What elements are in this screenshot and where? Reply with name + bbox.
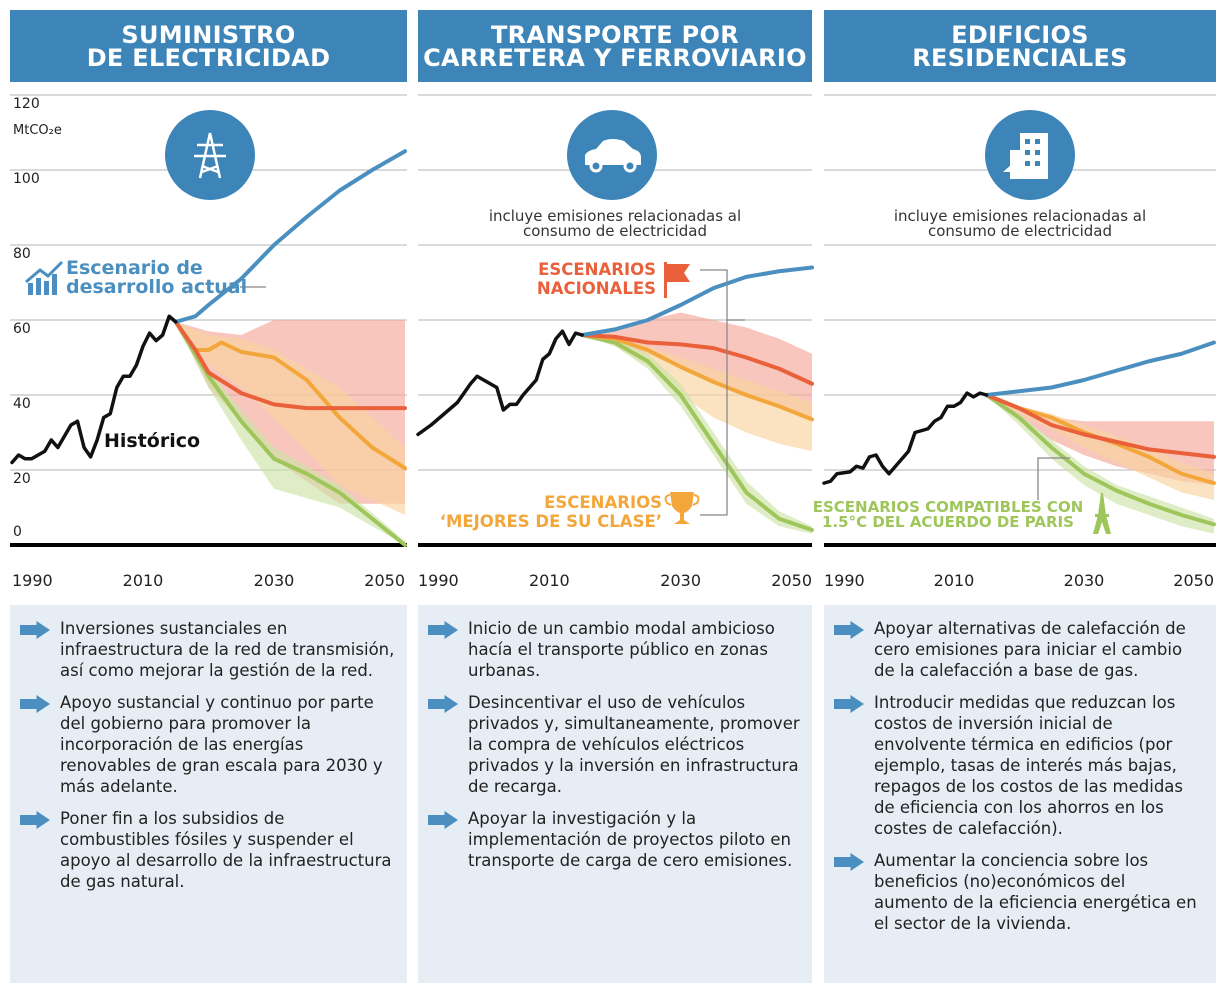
y-tick-label: 0 bbox=[13, 524, 22, 540]
bullet-item: Aumentar la conciencia sobre los benefic… bbox=[824, 850, 1204, 934]
connector bbox=[700, 269, 728, 516]
x-tick-label: 2010 bbox=[123, 571, 164, 590]
series-label: ESCENARIOS NACIONALES bbox=[536, 260, 656, 298]
series-line bbox=[984, 340, 1216, 397]
eiffel-icon bbox=[1093, 493, 1111, 534]
bullet-list: Inicio de un cambio modal ambicioso hací… bbox=[418, 618, 800, 980]
x-tick-label: 2050 bbox=[1173, 571, 1214, 590]
bullet-item: Apoyar la investigación y la implementac… bbox=[418, 808, 800, 871]
bullet-item: Introducir medidas que reduzcan los cost… bbox=[824, 692, 1204, 839]
building-icon bbox=[1003, 133, 1048, 179]
bullet-item: Inicio de un cambio modal ambicioso hací… bbox=[418, 618, 800, 681]
connector bbox=[1037, 457, 1070, 500]
series-line bbox=[416, 329, 584, 437]
header-bar bbox=[10, 10, 407, 82]
series-line bbox=[984, 393, 1216, 527]
scenario-band bbox=[175, 321, 405, 545]
x-tick-label: 1990 bbox=[12, 571, 53, 590]
x-tick-label: 1990 bbox=[824, 571, 865, 590]
series-label: Escenario de desarrollo actual bbox=[66, 257, 248, 298]
series-label: Histórico bbox=[104, 430, 201, 452]
x-tick-label: 2010 bbox=[529, 571, 570, 590]
bullet-item: Desincentivar el uso de vehículos privad… bbox=[418, 692, 800, 797]
y-tick-label: 100 bbox=[13, 171, 40, 187]
plots: 0 20 40 60 80 100 120 MtCO₂e 1990 2010 2030 2050 199… bbox=[10, 94, 1216, 590]
series-line bbox=[173, 319, 407, 411]
x-tick-label: 2030 bbox=[660, 571, 701, 590]
series-line bbox=[822, 391, 989, 485]
bullet-list: Inversiones sustanciales en infraestruct… bbox=[10, 618, 395, 980]
bullet-item: Apoyar alternativas de calefacción de ce… bbox=[824, 618, 1204, 681]
panel-subtitle: incluye emisiones relacionadas al consum… bbox=[488, 207, 742, 240]
y-tick-label: 40 bbox=[13, 396, 31, 412]
header-bar bbox=[824, 10, 1216, 82]
series-line bbox=[10, 314, 178, 465]
panel-title: TRANSPORTE POR CARRETERA Y FERROVIARIO bbox=[423, 21, 807, 72]
scenario-band bbox=[582, 335, 812, 452]
series-line bbox=[580, 333, 814, 386]
x-tick-label: 2050 bbox=[771, 571, 812, 590]
y-tick-label: 120 bbox=[13, 96, 40, 112]
series-line bbox=[580, 333, 814, 422]
scenario-band bbox=[986, 395, 1214, 534]
scenario-band bbox=[175, 321, 405, 515]
x-tick-label: 2030 bbox=[1064, 571, 1105, 590]
y-tick-label: 80 bbox=[13, 246, 31, 262]
series-line bbox=[984, 393, 1216, 459]
series-line bbox=[173, 149, 407, 324]
series-line bbox=[173, 319, 407, 471]
flag-icon bbox=[664, 262, 690, 298]
bullet-item: Poner fin a los subsidios de combustible… bbox=[10, 808, 395, 892]
trophy-icon bbox=[664, 492, 700, 524]
bar-chart-icon bbox=[25, 260, 64, 295]
series-label: ESCENARIOS COMPATIBLES CON 1.5°C DEL ACU… bbox=[812, 498, 1084, 531]
y-tick-label: 20 bbox=[13, 471, 31, 487]
bullet-item: Inversiones sustanciales en infraestruct… bbox=[10, 618, 395, 681]
series-line bbox=[580, 333, 814, 532]
y-axis-label: MtCO₂e bbox=[13, 123, 62, 138]
pylon-icon bbox=[194, 132, 226, 179]
y-tick-label: 60 bbox=[13, 321, 31, 337]
x-tick-label: 2010 bbox=[934, 571, 975, 590]
panel-title: SUMINISTRO DE ELECTRICIDAD bbox=[86, 21, 331, 72]
x-tick-label: 1990 bbox=[418, 571, 459, 590]
header-bar bbox=[418, 10, 812, 82]
x-tick-label: 2050 bbox=[364, 571, 405, 590]
bullet-list: Apoyar alternativas de calefacción de ce… bbox=[824, 618, 1204, 980]
series-line bbox=[580, 265, 814, 337]
series-line bbox=[173, 319, 407, 547]
panel-subtitle: incluye emisiones relacionadas al consum… bbox=[893, 207, 1147, 240]
icons bbox=[25, 110, 1111, 534]
panel-title: EDIFICIOS RESIDENCIALES bbox=[912, 21, 1128, 72]
series-label: ESCENARIOS ‘MEJORES DE SU CLASE’ bbox=[439, 493, 662, 531]
bullet-item: Apoyo sustancial y continuo por parte de… bbox=[10, 692, 395, 797]
car-icon bbox=[585, 139, 641, 173]
connectors bbox=[240, 269, 1070, 516]
x-tick-label: 2030 bbox=[254, 571, 295, 590]
